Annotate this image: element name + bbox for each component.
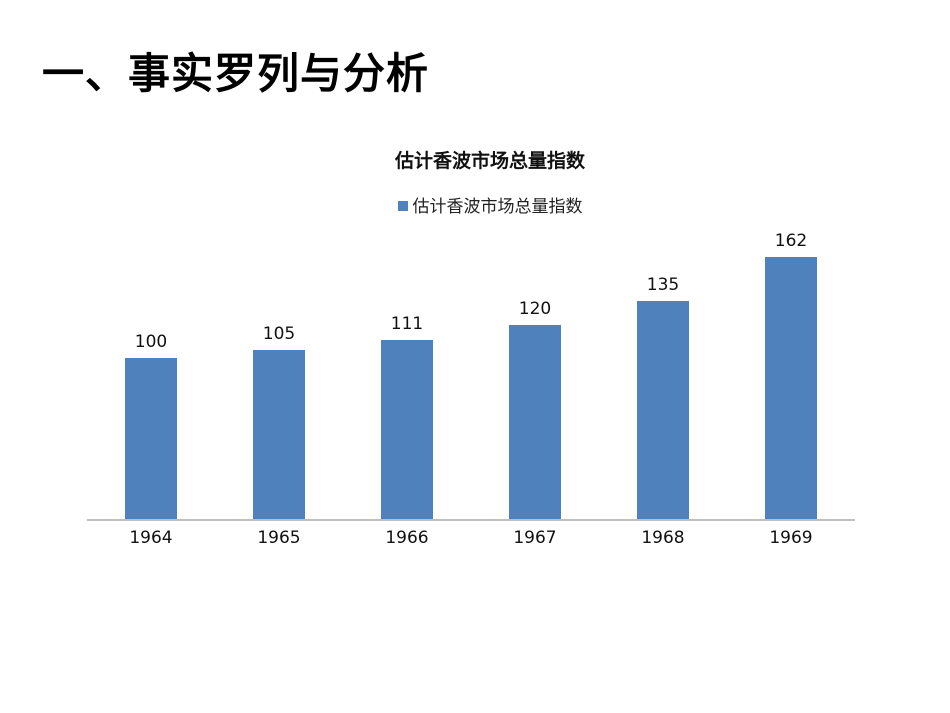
data-label-1969: 162 <box>774 231 808 251</box>
x-tick-label-1969: 1969 <box>769 528 813 548</box>
chart-title: 估计香波市场总量指数 <box>394 150 585 172</box>
data-label-1968: 135 <box>646 274 680 295</box>
bar-1969 <box>765 257 817 520</box>
x-tick-label-1966: 1966 <box>385 528 429 548</box>
data-label-1967: 120 <box>518 299 552 320</box>
page-title: 一、事实罗列与分析 <box>42 49 430 98</box>
bar-1967 <box>509 325 561 520</box>
bar-1968 <box>637 300 689 520</box>
bar-1964 <box>125 357 177 520</box>
x-tick-label-1964: 1964 <box>129 528 173 548</box>
legend-label: 估计香波市场总量指数 <box>412 197 583 217</box>
legend-swatch-icon <box>397 201 408 211</box>
data-label-1966: 111 <box>390 313 424 334</box>
chart-legend: 估计香波市场总量指数 <box>0 192 950 217</box>
x-axis-line <box>87 519 855 521</box>
bar-1965 <box>253 349 305 520</box>
x-tick-label-1967: 1967 <box>513 528 557 548</box>
bar-1966 <box>381 339 433 520</box>
x-tick-label-1968: 1968 <box>641 528 685 548</box>
x-tick-label-1965: 1965 <box>257 528 301 548</box>
data-label-1965: 105 <box>262 323 296 344</box>
data-label-1964: 100 <box>134 331 168 352</box>
